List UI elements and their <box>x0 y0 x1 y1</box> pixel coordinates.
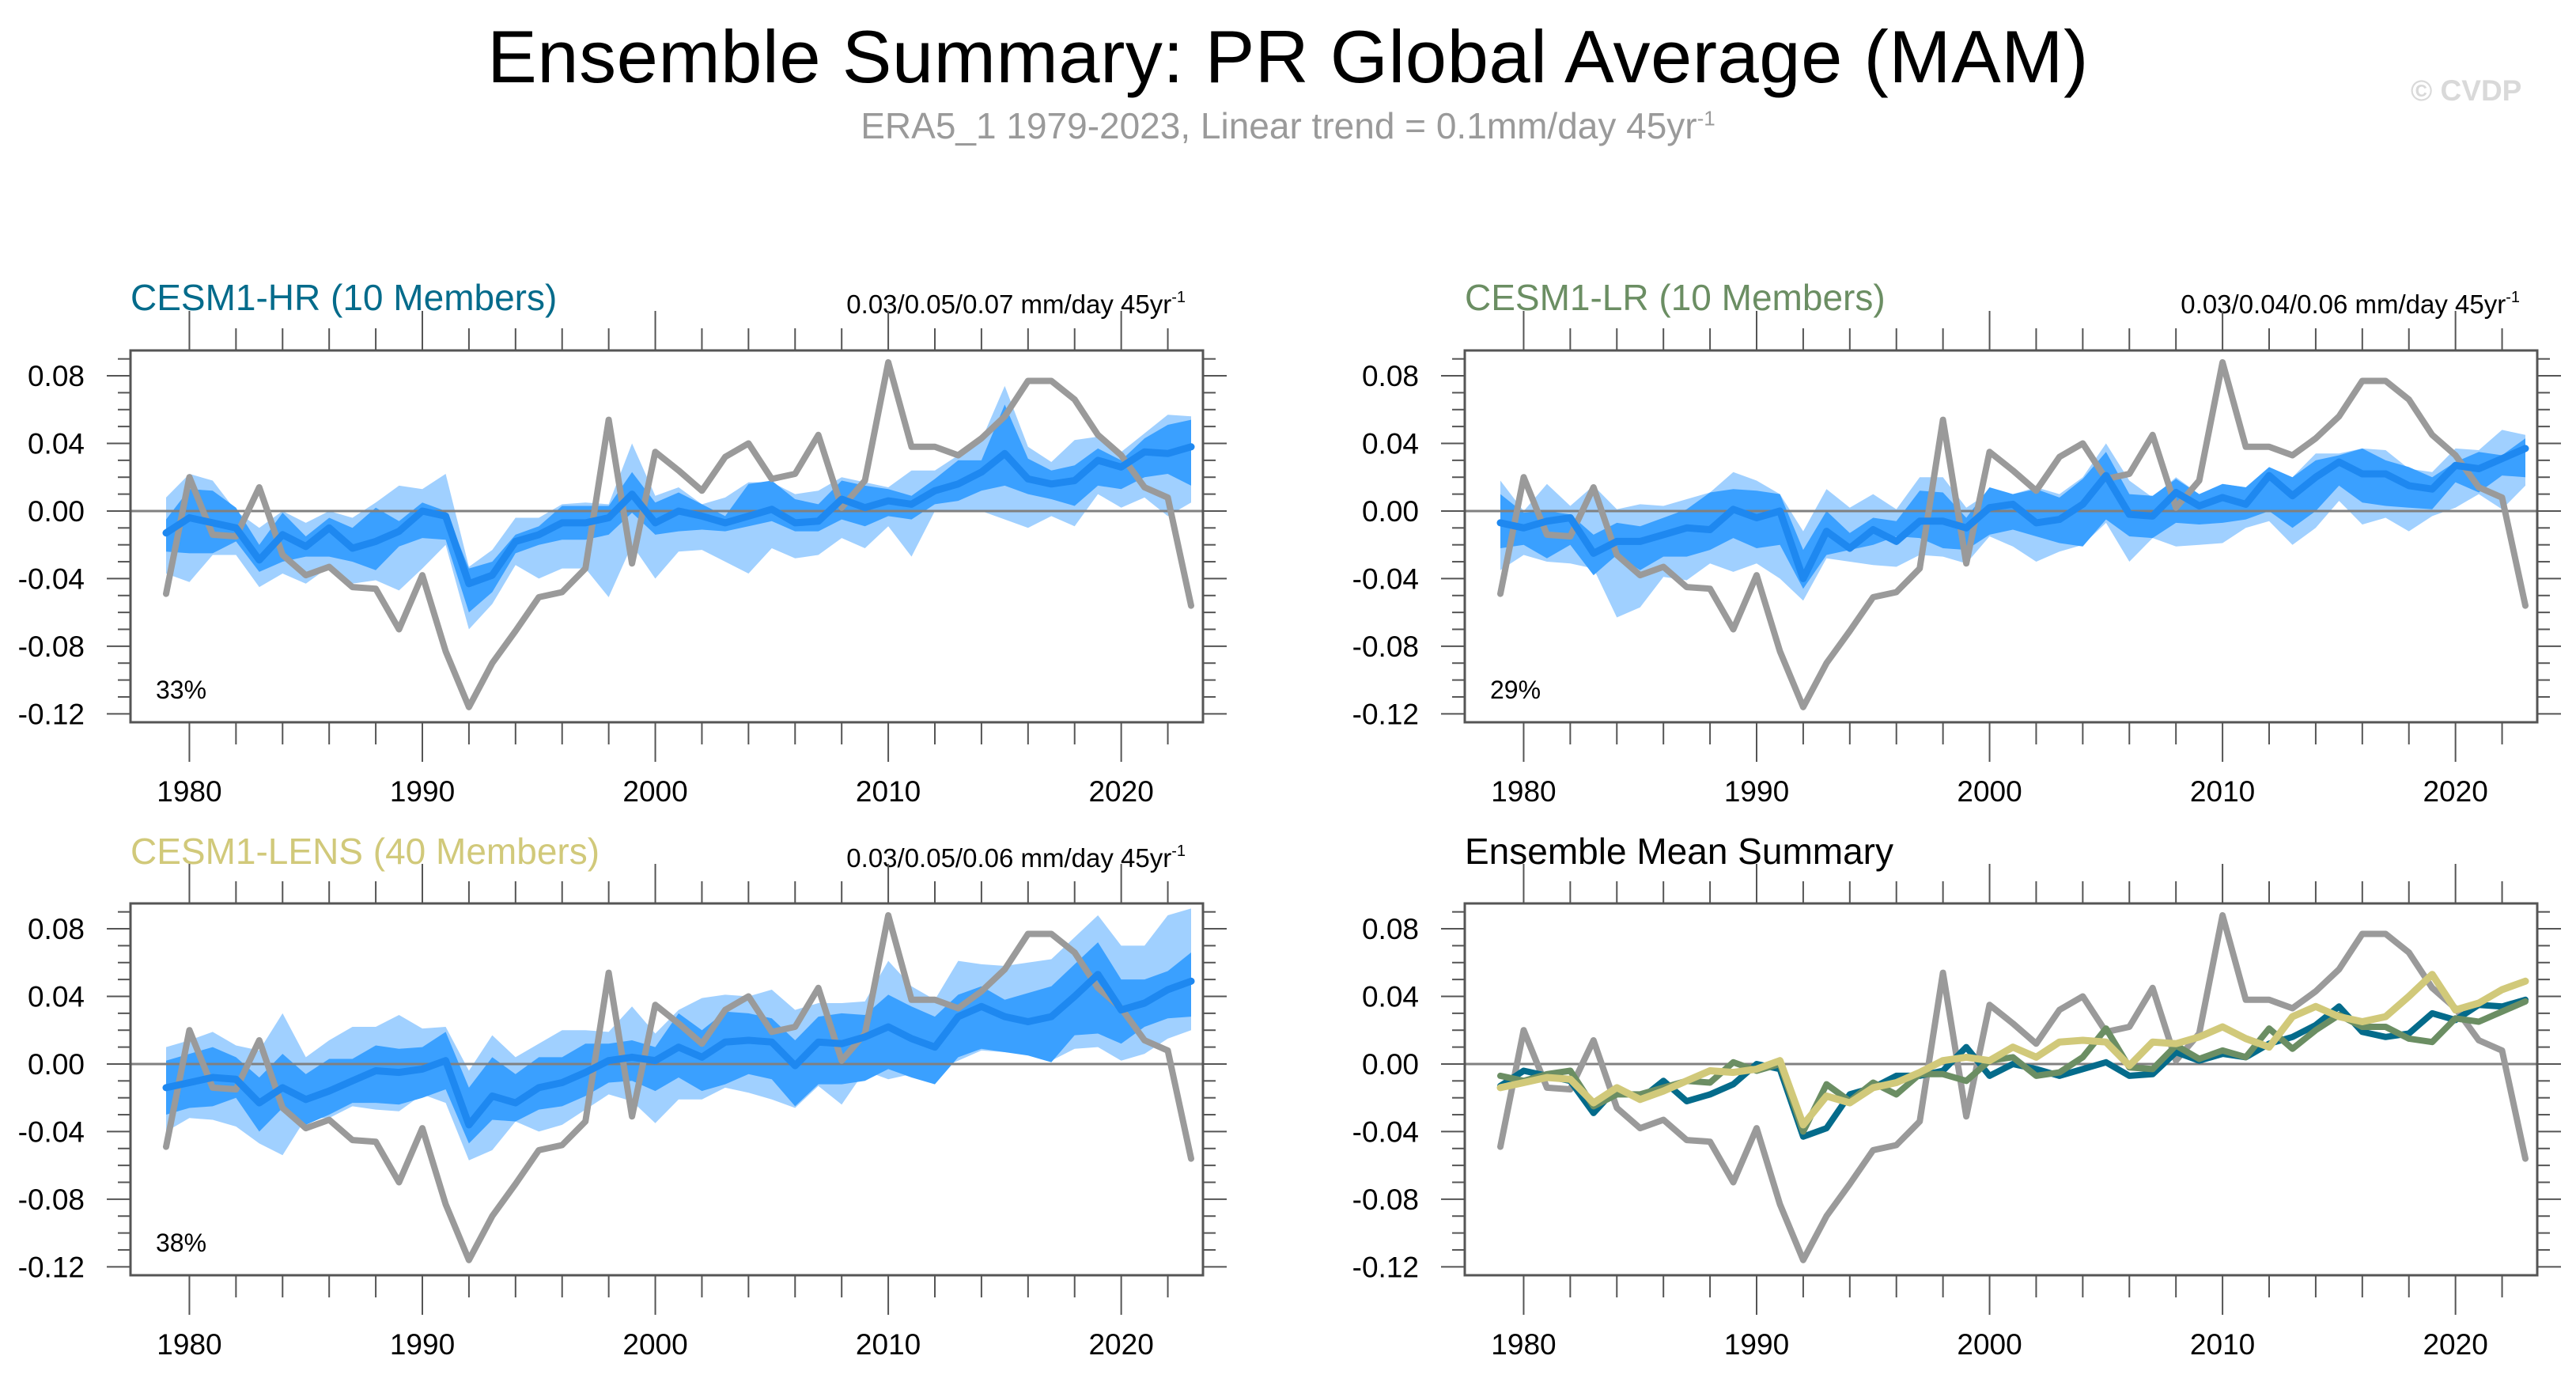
x-tick-label: 1990 <box>390 1328 455 1361</box>
x-tick-label: 1980 <box>157 1328 221 1361</box>
panel-cesm1-hr: CESM1-HR (10 Members) 0.03/0.05/0.07 mm/d… <box>18 277 1227 808</box>
x-tick-label: 2020 <box>1088 1328 1153 1361</box>
trend-label: 0.03/0.04/0.06 mm/day 45yr-1 <box>2181 289 2520 319</box>
panel-ensemble-mean-summary: Ensemble Mean Summary 0.08 0.04 0.00 -0.04 -0… <box>1352 831 2561 1361</box>
x-tick-label: 1990 <box>1724 1328 1789 1361</box>
x-tick-label: 2010 <box>856 775 921 808</box>
panel-title: CESM1-LENS (40 Members) <box>131 831 600 872</box>
panel-title: CESM1-HR (10 Members) <box>131 277 557 318</box>
x-tick-label: 2000 <box>1957 775 2022 808</box>
trend-superscript: -1 <box>1171 843 1186 860</box>
x-tick-label: 1990 <box>1724 775 1789 808</box>
observation-line-era5 <box>163 359 1194 710</box>
ensemble-mean-line <box>162 443 1195 588</box>
trend-text: 0.03/0.05/0.07 mm/day 45yr <box>846 290 1171 319</box>
panel-title: CESM1-LR (10 Members) <box>1465 277 1886 318</box>
y-tick-label: -0.04 <box>1352 562 1419 595</box>
y-tick-label: -0.12 <box>18 698 85 730</box>
x-tick-label: 2010 <box>2190 1328 2255 1361</box>
y-tick-label: -0.08 <box>18 631 85 663</box>
y-tick-label: 0.00 <box>28 1048 85 1081</box>
subtitle-text: ERA5_1 1979-2023, Linear trend = 0.1mm/d… <box>861 105 1697 146</box>
trend-text: 0.03/0.04/0.06 mm/day 45yr <box>2181 290 2506 319</box>
trend-superscript: -1 <box>1171 289 1186 306</box>
x-tick-label: 2020 <box>2423 1328 2487 1361</box>
percent-label: 29% <box>1490 676 1541 704</box>
y-tick-label: 0.00 <box>1362 495 1419 528</box>
ensemble-mean-line <box>162 971 1195 1129</box>
x-tick-label: 2000 <box>622 775 687 808</box>
x-tick-label: 2000 <box>622 1328 687 1361</box>
x-tick-label: 1980 <box>157 775 221 808</box>
observation-line-era5 <box>1497 359 2529 710</box>
main-title: Ensemble Summary: PR Global Average (MAM… <box>487 15 2089 98</box>
y-tick-label: 0.00 <box>1362 1048 1419 1081</box>
cesm1-lens-mean-line <box>1496 971 2529 1129</box>
y-tick-label: 0.04 <box>28 981 85 1013</box>
x-tick-label: 2020 <box>1088 775 1153 808</box>
panel-title: Ensemble Mean Summary <box>1465 831 1893 872</box>
y-tick-label: -0.08 <box>1352 1183 1419 1216</box>
percent-label: 38% <box>156 1229 206 1257</box>
panel-cesm1-lens: CESM1-LENS (40 Members) 0.03/0.05/0.06 mm… <box>18 831 1227 1361</box>
observation-line-era5 <box>1497 912 2529 1263</box>
y-tick-label: -0.12 <box>18 1251 85 1283</box>
x-tick-label: 2010 <box>856 1328 921 1361</box>
y-tick-label: 0.04 <box>1362 981 1419 1013</box>
subtitle-superscript: -1 <box>1697 106 1715 131</box>
trend-label: 0.03/0.05/0.07 mm/day 45yr-1 <box>846 289 1186 319</box>
spread-band-interquartile <box>166 942 1191 1144</box>
trend-superscript: -1 <box>2506 289 2520 306</box>
x-tick-label: 1980 <box>1491 1328 1556 1361</box>
x-tick-label: 1990 <box>390 775 455 808</box>
trend-text: 0.03/0.05/0.06 mm/day 45yr <box>846 843 1171 873</box>
observation-line-era5 <box>163 912 1194 1263</box>
x-tick-label: 2010 <box>2190 775 2255 808</box>
ensemble-mean-line <box>1496 445 2529 582</box>
y-tick-label: 0.00 <box>28 495 85 528</box>
x-tick-label: 1980 <box>1491 775 1556 808</box>
x-tick-label: 2000 <box>1957 1328 2022 1361</box>
y-tick-label: -0.04 <box>18 562 85 595</box>
y-tick-label: 0.08 <box>1362 360 1419 392</box>
y-tick-label: 0.08 <box>28 360 85 392</box>
plot-frame <box>1463 902 2539 1277</box>
y-tick-label: 0.04 <box>1362 428 1419 460</box>
y-tick-label: -0.04 <box>18 1115 85 1148</box>
y-tick-label: -0.12 <box>1352 698 1419 730</box>
subtitle: ERA5_1 1979-2023, Linear trend = 0.1mm/d… <box>0 104 2576 147</box>
y-tick-label: -0.08 <box>1352 631 1419 663</box>
plot-frame <box>1463 349 2539 724</box>
y-tick-label: -0.04 <box>1352 1115 1419 1148</box>
x-tick-label: 2020 <box>2423 775 2487 808</box>
cvdp-watermark: © CVDP <box>2411 74 2522 107</box>
y-tick-label: -0.08 <box>18 1183 85 1216</box>
percent-label: 33% <box>156 676 206 704</box>
y-tick-label: 0.04 <box>28 428 85 460</box>
plot-frame <box>129 902 1205 1277</box>
panel-cesm1-lr: CESM1-LR (10 Members) 0.03/0.04/0.06 mm/d… <box>1352 277 2561 808</box>
trend-label: 0.03/0.05/0.06 mm/day 45yr-1 <box>846 843 1186 873</box>
plot-frame <box>129 349 1205 724</box>
y-tick-label: 0.08 <box>28 913 85 945</box>
y-tick-label: 0.08 <box>1362 913 1419 945</box>
y-tick-label: -0.12 <box>1352 1251 1419 1283</box>
